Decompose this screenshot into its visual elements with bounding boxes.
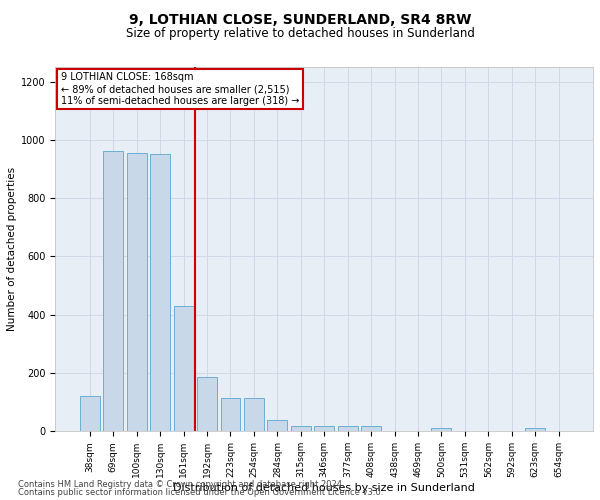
Bar	[361, 426, 381, 432]
Bar	[291, 426, 311, 432]
Text: Contains public sector information licensed under the Open Government Licence v3: Contains public sector information licen…	[18, 488, 383, 497]
Bar	[173, 306, 194, 432]
Bar	[525, 428, 545, 432]
Bar	[244, 398, 264, 432]
Y-axis label: Number of detached properties: Number of detached properties	[7, 167, 17, 331]
Text: 9, LOTHIAN CLOSE, SUNDERLAND, SR4 8RW: 9, LOTHIAN CLOSE, SUNDERLAND, SR4 8RW	[129, 12, 471, 26]
Bar	[197, 378, 217, 432]
X-axis label: Distribution of detached houses by size in Sunderland: Distribution of detached houses by size …	[173, 483, 475, 493]
Bar	[221, 398, 241, 432]
Bar	[338, 426, 358, 432]
Bar	[431, 428, 451, 432]
Text: Size of property relative to detached houses in Sunderland: Size of property relative to detached ho…	[125, 28, 475, 40]
Bar	[80, 396, 100, 432]
Bar	[103, 152, 123, 432]
Text: 9 LOTHIAN CLOSE: 168sqm
← 89% of detached houses are smaller (2,515)
11% of semi: 9 LOTHIAN CLOSE: 168sqm ← 89% of detache…	[61, 72, 299, 106]
Bar	[314, 426, 334, 432]
Bar	[150, 154, 170, 432]
Bar	[268, 420, 287, 432]
Text: Contains HM Land Registry data © Crown copyright and database right 2024.: Contains HM Land Registry data © Crown c…	[18, 480, 344, 489]
Bar	[127, 153, 146, 431]
